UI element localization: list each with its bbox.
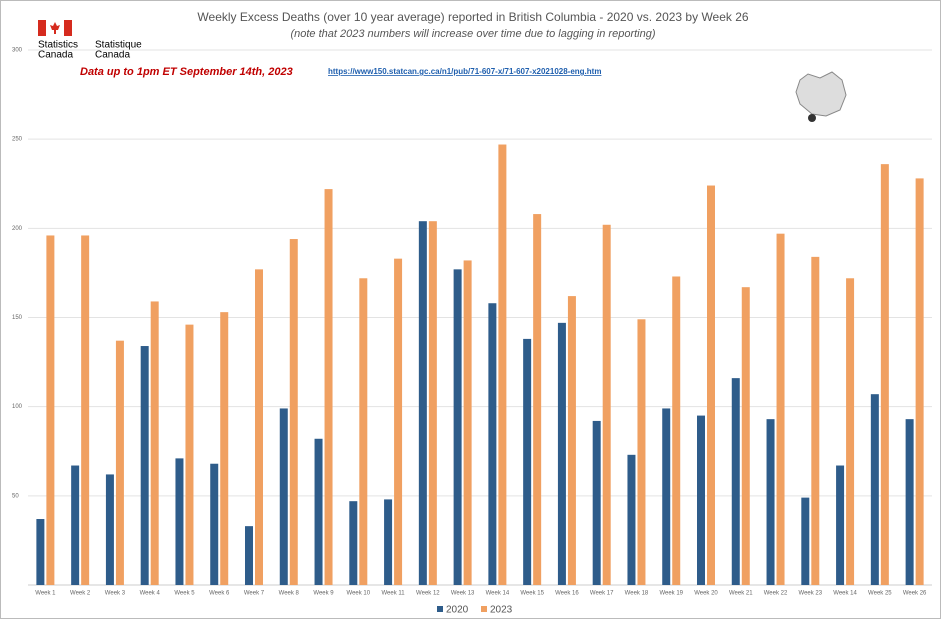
y-tick-label: 200 [12, 226, 23, 232]
bar [836, 465, 845, 585]
bar [672, 276, 681, 585]
bar [662, 408, 671, 585]
x-tick-label: Week 6 [209, 591, 230, 597]
bar [627, 454, 636, 585]
bar [324, 189, 333, 585]
bar [488, 303, 497, 585]
x-tick-label: Week 2 [70, 591, 91, 597]
bar [384, 499, 393, 585]
y-tick-label: 250 [12, 137, 23, 143]
bar [418, 221, 427, 585]
x-tick-label: Week 10 [347, 591, 371, 597]
bar [81, 235, 90, 585]
bar [210, 463, 219, 585]
bar [557, 322, 566, 585]
x-tick-label: Week 14 [486, 591, 510, 597]
bar [150, 301, 159, 585]
logo-text: Canada [38, 50, 73, 61]
bar [115, 340, 124, 585]
x-tick-label: Week 7 [244, 591, 265, 597]
bar [766, 419, 775, 585]
logo-text: Statistique [95, 40, 142, 51]
bar [255, 269, 263, 585]
bar [523, 338, 532, 585]
bar [602, 224, 611, 585]
bar [289, 239, 298, 586]
chart-title: Weekly Excess Deaths (over 10 year avera… [197, 10, 748, 24]
bar [245, 526, 253, 585]
bar [846, 278, 855, 585]
bar [915, 178, 924, 585]
x-tick-label: Week 23 [799, 591, 823, 597]
x-tick-label: Week 12 [416, 591, 440, 597]
x-tick-label: Week 22 [764, 591, 788, 597]
bar [707, 185, 715, 586]
bar [175, 458, 184, 585]
bar [697, 415, 705, 585]
bar [801, 497, 810, 585]
bar [811, 256, 820, 585]
bar [567, 296, 576, 585]
bar [463, 260, 472, 585]
x-tick-label: Week 4 [140, 591, 161, 597]
bar [394, 258, 403, 585]
bar [533, 214, 542, 586]
x-tick-label: Week 8 [279, 591, 300, 597]
bar [880, 164, 889, 585]
logo-text: Canada [95, 50, 130, 61]
wolf-icon [795, 71, 847, 122]
legend-swatch [481, 606, 487, 612]
bar [220, 312, 229, 585]
x-tick-label: Week 19 [659, 591, 683, 597]
bar [453, 269, 462, 585]
bar [428, 221, 437, 585]
y-tick-label: 100 [12, 404, 23, 410]
x-tick-label: Week 26 [903, 591, 927, 597]
logo-text: Statistics [38, 40, 78, 51]
y-tick-label: 150 [12, 315, 23, 321]
x-tick-label: Week 20 [694, 591, 718, 597]
bar [870, 394, 879, 585]
x-tick-label: Week 5 [174, 591, 195, 597]
bar [279, 408, 288, 585]
bar [637, 319, 646, 585]
x-tick-label: Week 21 [729, 591, 753, 597]
x-tick-label: Week 18 [625, 591, 649, 597]
bar [592, 420, 601, 585]
bar [105, 474, 114, 585]
bar [349, 501, 358, 585]
legend-label: 2020 [446, 605, 469, 616]
logo [38, 20, 72, 36]
bar [498, 144, 507, 585]
x-tick-label: Week 13 [451, 591, 475, 597]
x-tick-label: Week 1 [35, 591, 56, 597]
bar [71, 465, 80, 585]
x-tick-label: Week 3 [105, 591, 126, 597]
bar [185, 324, 194, 585]
legend-swatch [437, 606, 443, 612]
x-tick-label: Week 14 [833, 591, 857, 597]
x-tick-label: Week 17 [590, 591, 614, 597]
x-tick-label: Week 16 [555, 591, 579, 597]
bar [359, 278, 368, 585]
x-tick-label: Week 11 [382, 591, 406, 597]
y-tick-label: 300 [12, 48, 23, 54]
bar [314, 438, 323, 585]
bar [140, 346, 149, 585]
x-tick-label: Week 15 [520, 591, 544, 597]
annotation: Data up to 1pm ET September 14th, 2023 [80, 66, 293, 78]
y-tick-label: 50 [12, 493, 19, 499]
bar [776, 233, 785, 585]
bar [731, 378, 740, 585]
bar [36, 519, 45, 585]
source-link[interactable]: https://www150.statcan.gc.ca/n1/pub/71-6… [328, 67, 601, 76]
legend-label: 2023 [490, 605, 513, 616]
x-tick-label: Week 25 [868, 591, 892, 597]
chart-subtitle: (note that 2023 numbers will increase ov… [290, 28, 655, 40]
x-tick-label: Week 9 [313, 591, 334, 597]
bar [46, 235, 55, 585]
bar [741, 287, 750, 585]
bar [905, 419, 914, 585]
